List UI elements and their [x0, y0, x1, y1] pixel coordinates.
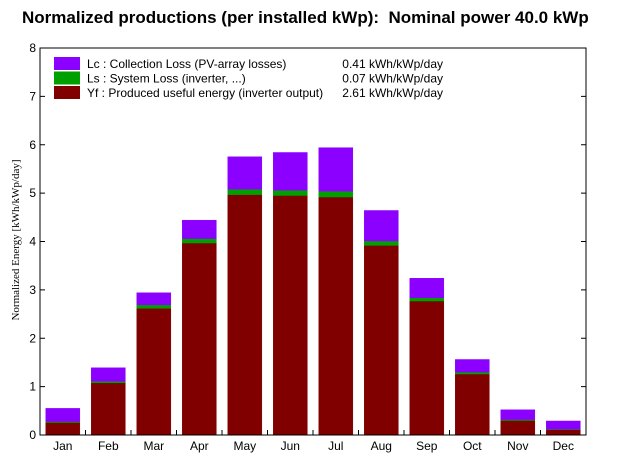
bar-lc-jul: [318, 147, 354, 192]
legend-value-lc: 0.41 kWh/kWp/day: [342, 57, 443, 71]
y-tick-label-7: 7: [29, 89, 36, 103]
bar-lc-jun: [273, 152, 308, 191]
x-tick-label-jan: Jan: [53, 439, 72, 453]
bar-lc-dec: [546, 420, 581, 430]
bar-yf-apr: [182, 242, 217, 436]
bar-ls-apr: [182, 238, 217, 244]
y-tick-label-8: 8: [29, 41, 36, 55]
bar-yf-dec: [546, 429, 581, 436]
y-tick-label-5: 5: [29, 186, 36, 200]
bar-yf-jan: [45, 422, 81, 436]
legend-label-yf: Yf : Produced useful energy (inverter ou…: [87, 86, 323, 100]
bar-lc-may: [227, 156, 263, 190]
axes-group: Jan Feb Mar Apr May Jun Jul Aug Sep Oct Nov Dec 0 1 2 3…: [29, 41, 586, 453]
bar-ls-oct: [455, 371, 490, 375]
x-tick-label-apr: Apr: [190, 439, 209, 453]
legend: Lc : Collection Loss (PV-array losses) 0.…: [54, 57, 443, 100]
legend-swatch-yf: [54, 86, 80, 99]
bar-ls-jul: [318, 190, 354, 198]
x-tick-label-sep: Sep: [416, 439, 438, 453]
bar-yf-mar: [136, 308, 172, 436]
legend-label-lc: Lc : Collection Loss (PV-array losses): [87, 57, 286, 71]
bar-ls-sep: [409, 297, 445, 302]
legend-value-yf: 2.61 kWh/kWp/day: [342, 86, 443, 100]
legend-swatch-lc: [54, 57, 80, 70]
bar-yf-aug: [364, 245, 399, 436]
bar-yf-may: [227, 194, 263, 436]
x-tick-label-mar: Mar: [143, 439, 164, 453]
y-tick-label-6: 6: [29, 138, 36, 152]
bar-lc-sep: [409, 278, 445, 298]
x-tick-label-jun: Jun: [281, 439, 300, 453]
x-tick-label-jul: Jul: [328, 439, 343, 453]
y-tick-label-4: 4: [29, 235, 36, 249]
bar-ls-may: [227, 189, 263, 195]
bar-lc-apr: [182, 219, 217, 239]
legend-label-ls: Ls : System Loss (inverter, ...): [87, 72, 246, 86]
bar-yf-sep: [409, 300, 445, 436]
y-tick-label-1: 1: [29, 380, 36, 394]
bar-ls-jun: [273, 189, 308, 196]
bar-yf-feb: [91, 382, 126, 436]
bar-lc-mar: [136, 292, 172, 306]
legend-swatch-ls: [54, 71, 80, 85]
bars-group: [45, 147, 581, 436]
x-tick-label-feb: Feb: [98, 439, 119, 453]
bar-ls-mar: [136, 304, 172, 309]
bar-yf-oct: [455, 373, 490, 436]
bar-yf-jun: [273, 195, 308, 436]
x-tick-label-aug: Aug: [371, 439, 392, 453]
bar-lc-oct: [455, 359, 490, 373]
x-tick-label-nov: Nov: [507, 439, 528, 453]
y-tick-label-0: 0: [29, 428, 36, 442]
bar-lc-nov: [500, 409, 536, 420]
x-tick-label-oct: Oct: [463, 439, 482, 453]
legend-value-ls: 0.07 kWh/kWp/day: [342, 72, 443, 86]
bar-ls-aug: [364, 240, 399, 246]
y-tick-label-2: 2: [29, 331, 36, 345]
x-tick-label-dec: Dec: [553, 439, 574, 453]
bar-lc-aug: [364, 210, 399, 242]
x-tick-label-may: May: [233, 439, 256, 453]
bar-yf-jul: [318, 196, 354, 436]
bar-lc-feb: [91, 367, 126, 382]
bar-yf-nov: [500, 420, 536, 436]
chart-title: Normalized productions (per installed kW…: [22, 8, 589, 27]
bar-lc-jan: [45, 408, 81, 422]
y-tick-label-3: 3: [29, 283, 36, 297]
